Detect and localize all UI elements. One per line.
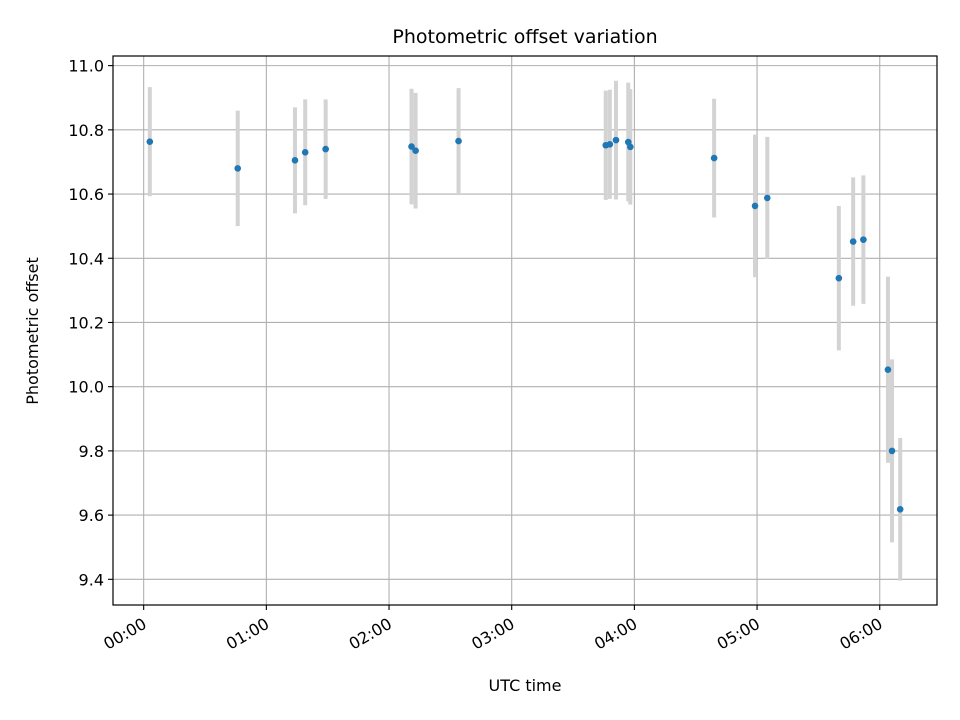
x-axis-label: UTC time <box>489 676 562 695</box>
data-point <box>710 154 718 162</box>
y-tick-label: 10.2 <box>68 313 104 332</box>
data-point <box>888 447 896 455</box>
data-point <box>455 137 462 145</box>
data-point <box>860 236 867 243</box>
data-point <box>835 274 843 282</box>
y-axis: 9.4 9.6 9.8 10.0 10.2 10.4 10.6 10.8 11.0 <box>68 57 113 589</box>
data-points <box>146 136 904 513</box>
y-tick-label: 9.6 <box>79 506 104 525</box>
data-point <box>612 136 620 144</box>
y-tick-label: 10.4 <box>68 249 104 268</box>
y-tick-label: 10.8 <box>68 121 104 140</box>
data-point <box>412 147 419 155</box>
chart-title: Photometric offset variation <box>392 26 657 48</box>
y-tick-label: 11.0 <box>68 57 104 76</box>
y-tick-label: 9.8 <box>79 442 104 461</box>
y-tick-label: 10.6 <box>68 185 104 204</box>
data-point <box>301 149 309 156</box>
y-axis-label: Photometric offset <box>23 257 42 405</box>
y-tick-label: 10.0 <box>68 378 104 397</box>
data-point <box>849 238 857 245</box>
data-point <box>146 138 154 146</box>
data-point <box>322 145 329 153</box>
data-point <box>884 366 892 373</box>
data-point <box>606 140 614 148</box>
data-point <box>627 143 634 151</box>
data-point <box>896 506 904 513</box>
y-tick-label: 9.4 <box>79 570 104 589</box>
data-point <box>291 157 299 164</box>
data-point <box>751 202 759 210</box>
plot-frame <box>112 55 938 606</box>
data-point <box>234 165 242 172</box>
data-point <box>763 194 771 202</box>
data-point <box>408 143 415 150</box>
grid <box>113 56 937 605</box>
